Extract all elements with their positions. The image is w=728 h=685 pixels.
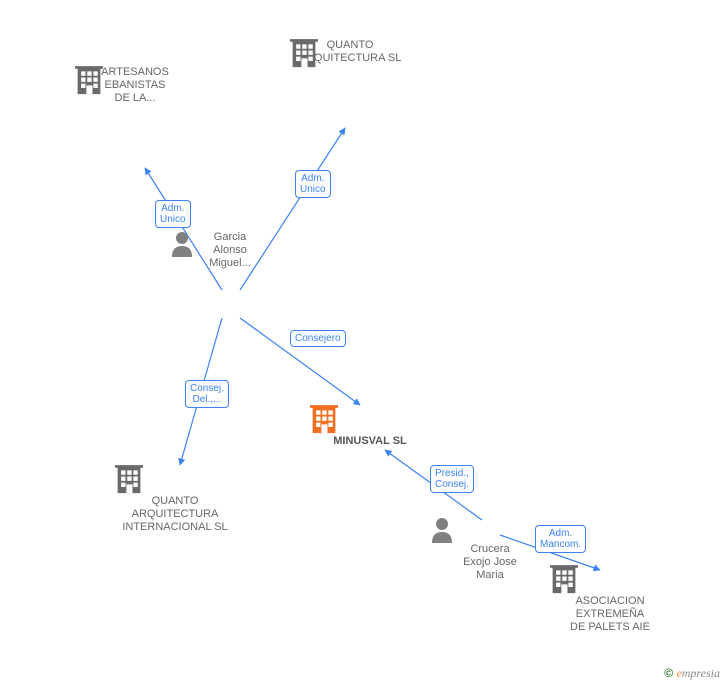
- node-garcia[interactable]: Garcia Alonso Miguel...: [170, 231, 290, 296]
- edge-label: Consej.Del.,...: [185, 380, 229, 408]
- building-icon: [121, 105, 149, 135]
- building-icon: [356, 405, 384, 435]
- edge-label: Adm.Unico: [155, 200, 191, 228]
- node-crucera[interactable]: Crucera Exojo Jose Maria: [430, 517, 550, 582]
- copyright-symbol: ©: [664, 666, 673, 680]
- node-asociacion[interactable]: ASOCIACION EXTREMEÑA DE PALETS AIE: [550, 565, 670, 634]
- node-label: QUANTO ARQUITECTURA INTERNACIONAL SL: [115, 495, 235, 534]
- brand-rest: mpresia: [682, 666, 720, 680]
- node-label: ASOCIACION EXTREMEÑA DE PALETS AIE: [550, 595, 670, 634]
- credit: © empresia: [664, 666, 720, 681]
- node-artesanos[interactable]: ARTESANOS EBANISTAS DE LA...: [75, 66, 195, 135]
- person-icon: [218, 270, 242, 296]
- edge-label: Adm.Unico: [295, 170, 331, 198]
- building-icon: [336, 65, 364, 95]
- edge-label: Adm.Mancom.: [535, 525, 586, 553]
- building-icon: [596, 565, 624, 595]
- node-label: MINUSVAL SL: [310, 435, 430, 448]
- person-icon: [478, 517, 502, 543]
- edge-label: Presid.,Consej.: [430, 465, 474, 493]
- node-minusval[interactable]: MINUSVAL SL: [310, 405, 430, 448]
- edge-label: Consejero: [290, 330, 346, 347]
- building-icon: [161, 465, 189, 495]
- node-quanto_arq[interactable]: QUANTO ARQUITECTURA SL: [290, 39, 410, 95]
- node-quanto_intl[interactable]: QUANTO ARQUITECTURA INTERNACIONAL SL: [115, 465, 235, 534]
- node-label: Crucera Exojo Jose Maria: [430, 543, 550, 582]
